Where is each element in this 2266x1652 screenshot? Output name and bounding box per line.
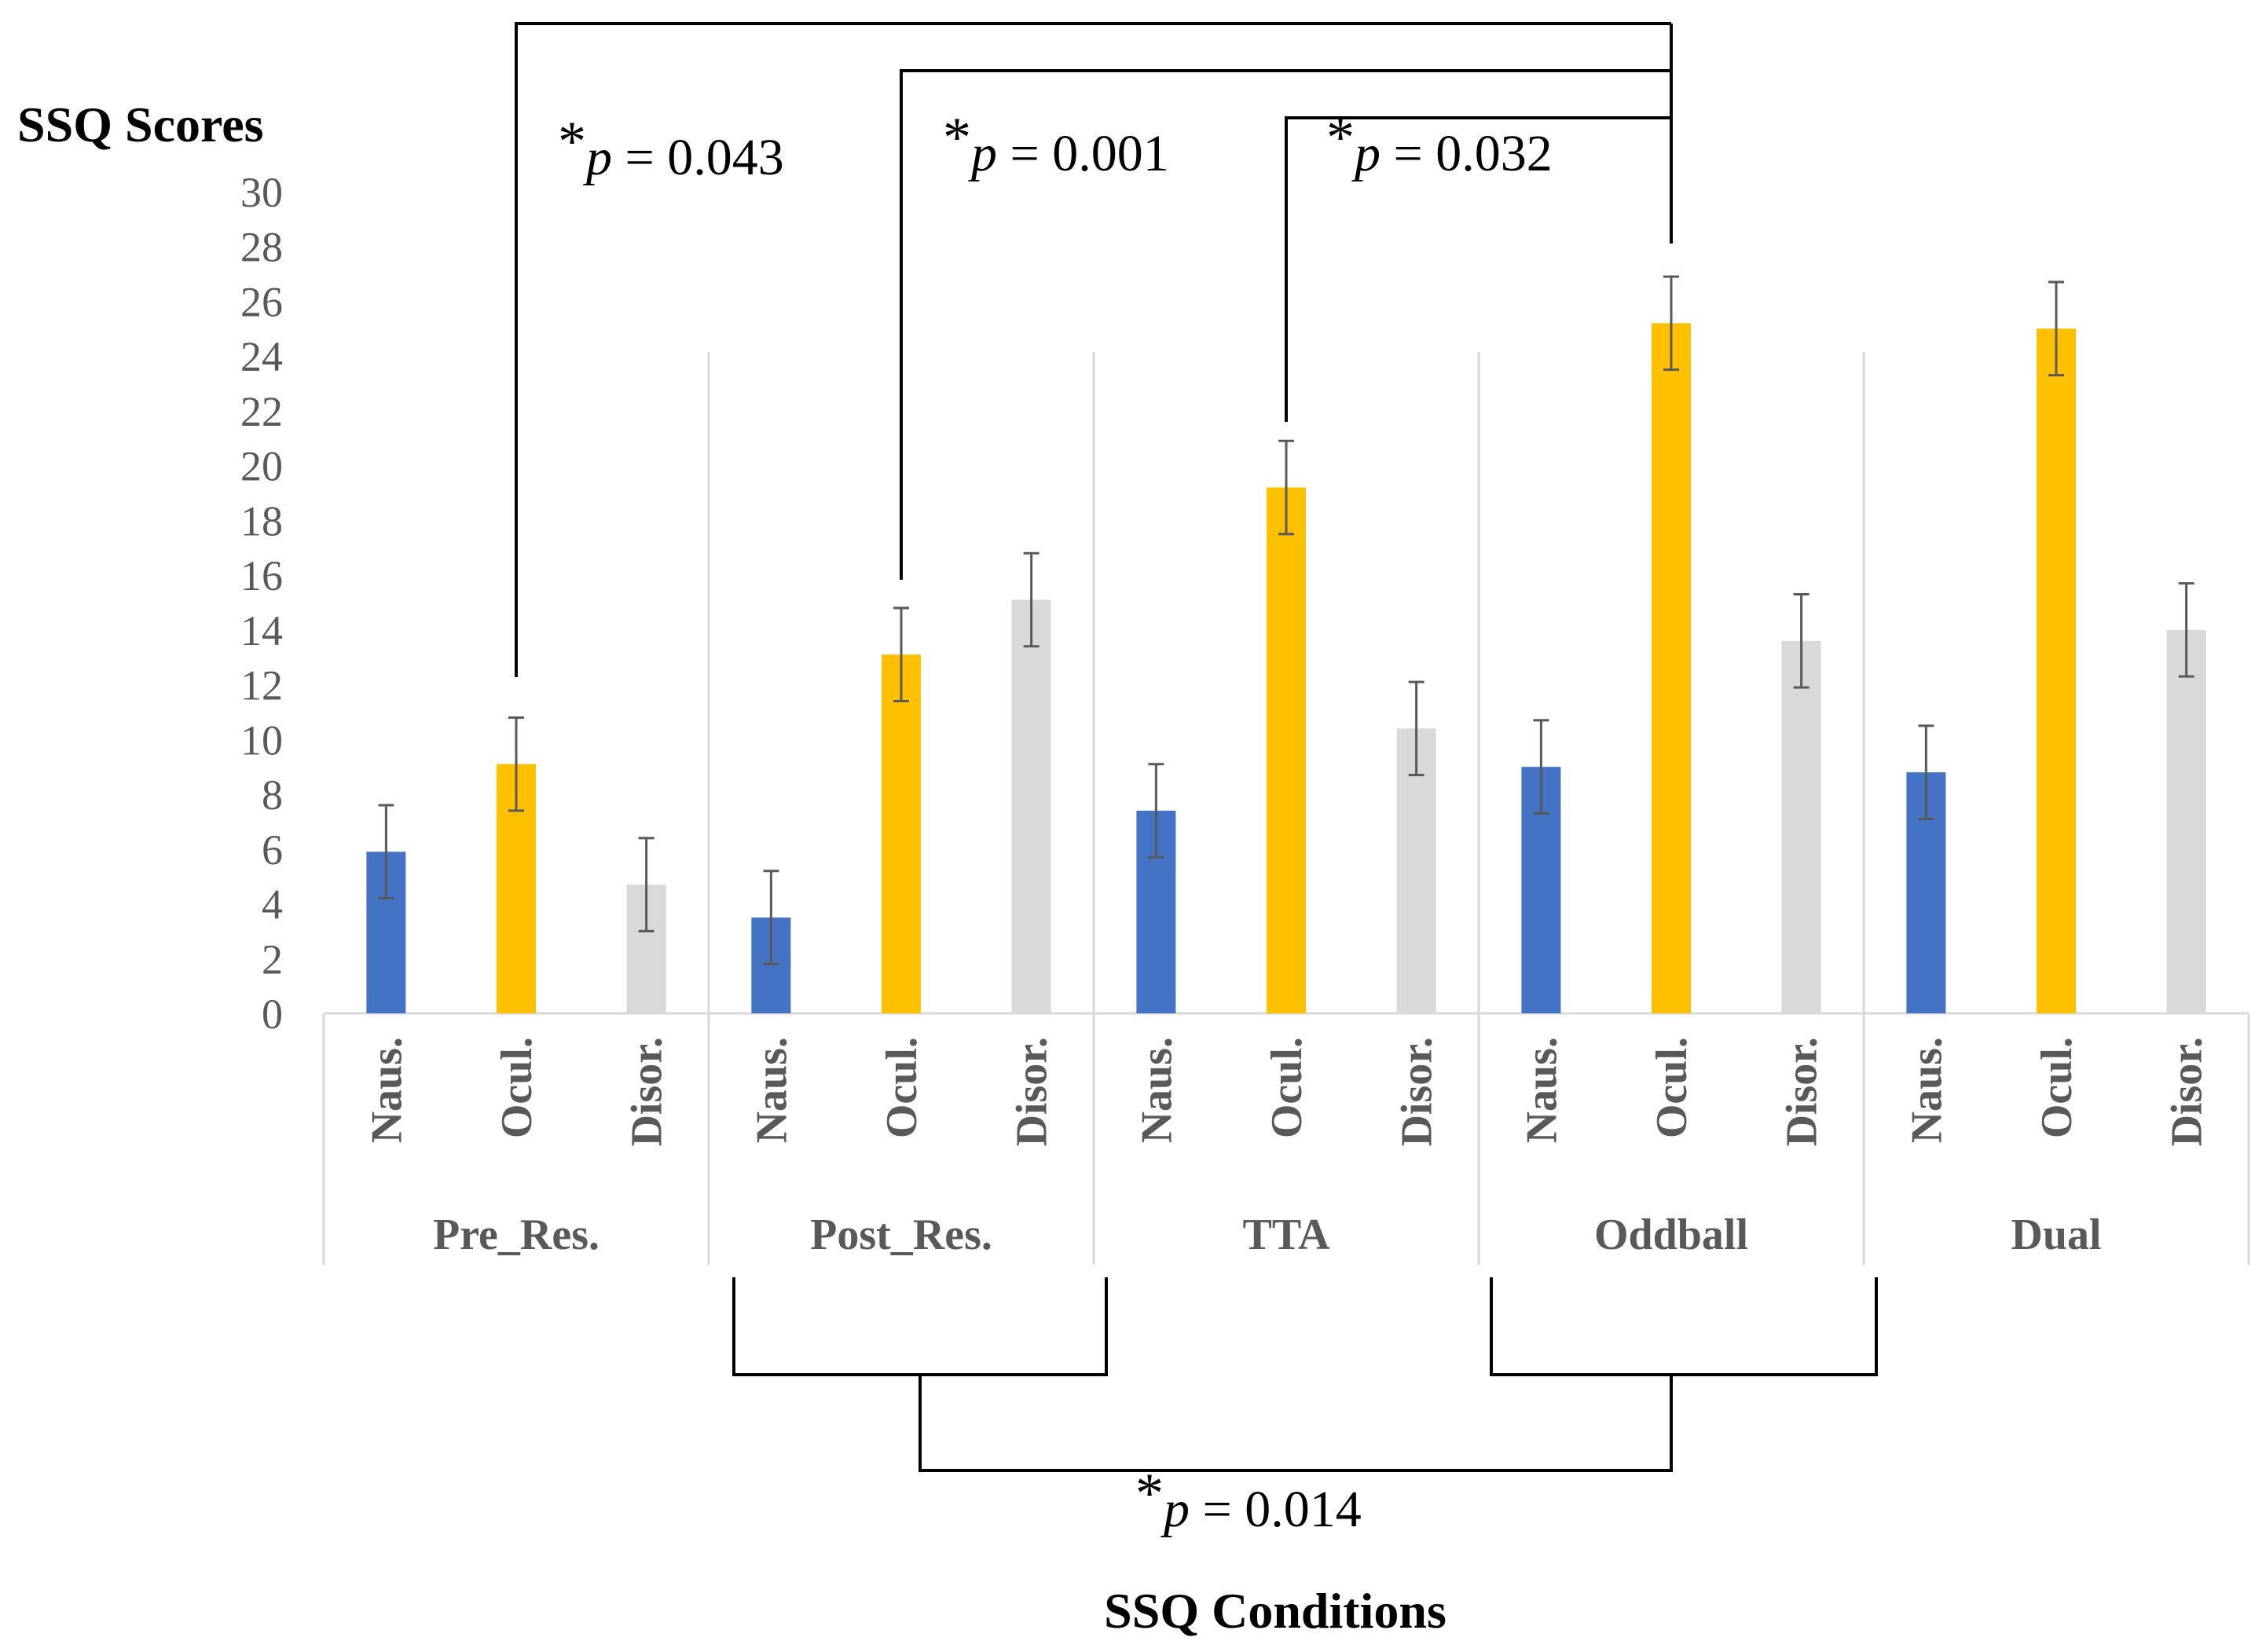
p-value-annotation: *p = 0.043 — [558, 110, 784, 186]
group-label: Pre_Res. — [433, 1211, 600, 1259]
y-tick-label: 20 — [240, 443, 283, 490]
x-axis-title: SSQ Conditions — [1104, 1583, 1446, 1639]
y-tick-label: 6 — [262, 826, 283, 874]
p-value-symbol: p — [583, 129, 612, 186]
category-label: Naus. — [362, 1037, 411, 1143]
p-value-number: = 0.001 — [997, 125, 1169, 182]
y-axis-title: SSQ Scores — [17, 97, 264, 152]
category-label: Naus. — [1902, 1037, 1951, 1143]
category-label: Ocul. — [1648, 1037, 1696, 1138]
significance-bracket — [1285, 116, 1671, 422]
category-label: Disor. — [623, 1037, 672, 1147]
significance-bracket — [900, 69, 1671, 580]
y-tick-label: 22 — [240, 388, 283, 435]
y-tick-label: 26 — [240, 278, 283, 325]
significance-bracket — [918, 1375, 1673, 1472]
y-tick-label: 10 — [240, 716, 283, 764]
p-value-annotation: *p = 0.014 — [1135, 1462, 1362, 1538]
group-label: Oddball — [1594, 1211, 1748, 1259]
bar — [2166, 629, 2206, 1013]
p-value-symbol: p — [1351, 125, 1380, 182]
p-value-star: * — [558, 110, 586, 173]
category-label: Disor. — [1778, 1037, 1827, 1147]
p-value-symbol: p — [1160, 1481, 1190, 1538]
group-bracket — [1490, 1277, 1878, 1376]
category-label: Naus. — [1132, 1037, 1181, 1143]
y-tick-label: 0 — [262, 991, 283, 1038]
category-label: Ocul. — [878, 1037, 926, 1138]
category-label: Disor. — [1393, 1037, 1442, 1147]
bar — [2037, 328, 2076, 1013]
y-tick-label: 30 — [240, 169, 283, 216]
group-label: TTA — [1243, 1211, 1331, 1259]
y-tick-label: 14 — [240, 607, 283, 654]
p-value-star: * — [943, 106, 971, 169]
p-value-star: * — [1135, 1462, 1164, 1525]
y-tick-label: 4 — [262, 881, 283, 929]
group-bracket — [732, 1277, 1108, 1376]
category-label: Disor. — [2163, 1037, 2212, 1147]
bar — [882, 654, 921, 1013]
significance-brackets — [515, 22, 1878, 1472]
p-value-symbol: p — [968, 125, 997, 182]
group-label: Post_Res. — [810, 1211, 992, 1259]
group-label: Dual — [2011, 1211, 2101, 1259]
bar — [1652, 323, 1691, 1013]
y-tick-label: 28 — [240, 224, 283, 271]
bar — [1267, 487, 1306, 1013]
p-value-annotation: *p = 0.032 — [1326, 106, 1553, 182]
p-value-star: * — [1326, 106, 1355, 169]
y-tick-label: 12 — [240, 662, 283, 709]
category-label: Ocul. — [1263, 1037, 1311, 1138]
y-tick-label: 2 — [262, 936, 283, 983]
category-label: Disor. — [1008, 1037, 1057, 1147]
category-label: Naus. — [747, 1037, 796, 1143]
category-label: Naus. — [1517, 1037, 1566, 1143]
y-tick-label: 8 — [262, 771, 283, 819]
significance-bracket — [515, 22, 1671, 677]
bar — [1781, 640, 1821, 1013]
p-value-annotation: *p = 0.001 — [943, 106, 1169, 182]
bars — [366, 275, 2206, 1013]
category-label: Ocul. — [2033, 1037, 2081, 1138]
p-value-number: = 0.014 — [1190, 1481, 1362, 1538]
y-tick-label: 18 — [240, 497, 283, 544]
category-label: Ocul. — [493, 1037, 541, 1138]
y-tick-label: 16 — [240, 552, 283, 599]
p-value-number: = 0.043 — [612, 129, 784, 186]
bar — [1011, 599, 1051, 1013]
y-tick-label: 24 — [240, 333, 283, 380]
p-value-number: = 0.032 — [1380, 125, 1553, 182]
